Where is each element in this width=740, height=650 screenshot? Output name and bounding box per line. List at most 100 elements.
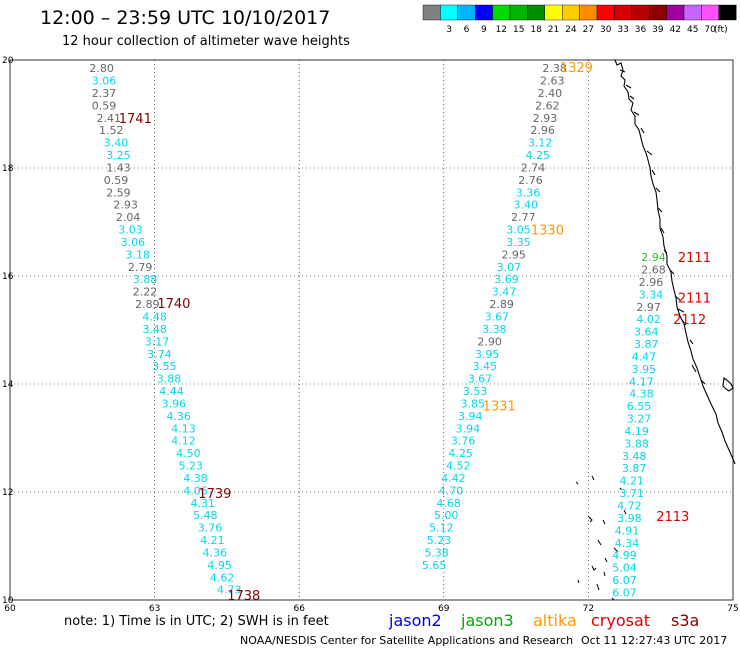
wave-height-value: 4.47 — [632, 350, 657, 363]
pass-number-label: 1739 — [198, 487, 231, 502]
wave-height-value: 4.42 — [441, 472, 466, 485]
wave-height-value: 5.12 — [429, 522, 454, 535]
wave-height-value: 3.94 — [458, 410, 483, 423]
wave-height-value: 4.12 — [171, 435, 196, 448]
colorbar-label: 6 — [464, 25, 470, 35]
india-west-coastline — [614, 59, 736, 465]
wave-height-value: 3.67 — [485, 311, 510, 324]
colorbar-swatch — [544, 4, 563, 21]
wave-height-value: 2.89 — [135, 298, 160, 311]
wave-height-value: 4.02 — [636, 313, 661, 326]
wave-height-value: 3.76 — [198, 522, 223, 535]
pass-number-label: 1738 — [227, 589, 260, 604]
lon-tick-label: 63 — [149, 604, 160, 614]
wave-height-value: 2.68 — [641, 264, 666, 277]
colorbar-label: 27 — [583, 25, 594, 35]
satellite-legend: jason2 jason3 altika cryosat s3a — [388, 611, 699, 630]
colorbar-label: 30 — [600, 25, 612, 35]
pass-number-label: 2111 — [678, 292, 711, 307]
wave-height-value: 5.48 — [193, 509, 218, 522]
wave-height-value: 4.72 — [617, 500, 642, 513]
wave-height-value: 4.99 — [612, 549, 637, 562]
wave-height-value: 3.25 — [106, 149, 131, 162]
wave-height-value: 2.97 — [636, 301, 661, 314]
lat-tick-label: 10 — [2, 596, 14, 606]
colorbar-swatch — [562, 4, 580, 21]
wave-height-value: 4.19 — [624, 425, 649, 438]
colorbar-unit: (ft) — [714, 25, 728, 35]
lon-tick-label: 72 — [583, 604, 594, 614]
wave-height-value: 3.48 — [622, 450, 647, 463]
satellite-legend-jason2: jason2 — [388, 611, 442, 630]
wave-height-value: 2.96 — [639, 276, 664, 289]
colorbar-swatch — [440, 4, 458, 21]
satellite-legend-jason3: jason3 — [460, 611, 514, 630]
wave-height-value: 6.55 — [627, 400, 652, 413]
pass-number-label: 1330 — [531, 224, 564, 239]
wave-height-value: 4.48 — [142, 311, 167, 324]
wave-height-value: 2.94 — [641, 251, 666, 264]
colorbar-swatch — [718, 4, 737, 21]
wave-height-value: 3.38 — [482, 323, 507, 336]
wave-height-value: 2.95 — [501, 248, 526, 261]
wave-height-value: 2.37 — [92, 87, 117, 100]
colorbar-label: 33 — [617, 25, 628, 35]
wave-height-value: 2.79 — [128, 261, 153, 274]
wave-height-value: 3.94 — [456, 422, 481, 435]
wave-height-value: 3.12 — [528, 137, 553, 150]
wave-height-value: 5.65 — [422, 559, 447, 572]
wave-height-value: 2.96 — [530, 124, 555, 137]
wave-height-value: 2.38 — [542, 62, 567, 75]
map-frame — [9, 59, 734, 601]
lakshadweep-islands — [575, 475, 627, 601]
wave-height-value: 2.77 — [511, 211, 536, 224]
wave-height-value: 4.25 — [526, 149, 551, 162]
wave-height-value: 2.93 — [113, 199, 138, 212]
wave-height-value: 6.07 — [612, 586, 637, 599]
wave-height-value: 3.03 — [118, 224, 143, 237]
wave-height-value: 4.21 — [620, 475, 645, 488]
colorbar-swatch — [509, 4, 528, 21]
colorbar-label: 70 — [704, 25, 716, 35]
wave-height-value: 0.59 — [104, 174, 129, 187]
colorbar-swatch — [457, 4, 476, 21]
wave-height-value: 2.04 — [116, 211, 141, 224]
colorbar-label: 36 — [635, 25, 647, 35]
lat-tick-label: 16 — [2, 272, 14, 282]
pass-number-label: 2111 — [678, 251, 711, 266]
wave-height-value: 3.53 — [463, 385, 488, 398]
wave-height-value: 5.04 — [612, 562, 637, 575]
wave-height-value: 0.59 — [92, 99, 117, 112]
satellite-legend-altika: altika — [533, 611, 577, 630]
lat-tick-label: 12 — [2, 488, 13, 498]
wave-height-values: 2.803.062.370.592.411.523.403.251.430.59… — [89, 62, 665, 599]
wave-height-colorbar: 3 6 9 12 15 18 21 24 27 30 33 36 39 42 45 70(ft) — [422, 4, 737, 35]
colorbar-swatch — [683, 4, 702, 21]
colorbar-swatch — [631, 4, 650, 21]
colorbar-swatch — [475, 4, 493, 21]
wave-height-value: 4.38 — [183, 472, 208, 485]
wave-height-value: 4.68 — [436, 497, 461, 510]
pass-number-label: 1741 — [119, 112, 152, 127]
colorbar-label: 45 — [687, 25, 698, 35]
wave-height-value: 2.59 — [106, 186, 131, 199]
wave-height-value: 4.38 — [629, 388, 654, 401]
colorbar-label: 24 — [565, 25, 577, 35]
wave-height-value: 3.06 — [92, 75, 117, 88]
wave-height-value: 5.23 — [179, 460, 204, 473]
wave-height-value: 3.85 — [460, 397, 485, 410]
wave-height-value: 3.69 — [494, 273, 519, 286]
wave-height-value: 2.40 — [538, 87, 563, 100]
wave-height-value: 4.95 — [207, 559, 232, 572]
satellite-legend-cryosat: cryosat — [591, 611, 650, 630]
wave-height-value: 3.34 — [639, 288, 664, 301]
page-subtitle: 12 hour collection of altimeter wave hei… — [62, 34, 350, 49]
colorbar-label: 21 — [548, 25, 559, 35]
wave-height-value: 1.43 — [106, 161, 131, 174]
colorbar-swatch — [701, 4, 720, 21]
colorbar-swatch — [666, 4, 685, 21]
wave-height-value: 3.45 — [473, 360, 498, 373]
wave-height-value: 3.87 — [634, 338, 659, 351]
wave-height-value: 3.17 — [145, 335, 170, 348]
wave-height-value: 2.76 — [518, 174, 543, 187]
